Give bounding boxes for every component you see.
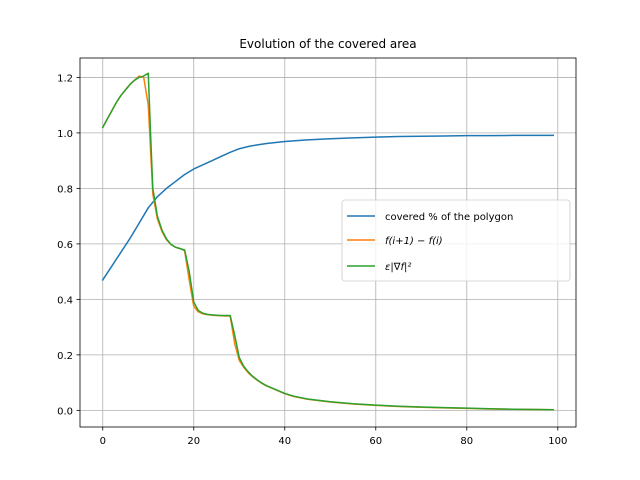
- y-tick-label: 0.6: [57, 240, 73, 251]
- x-tick-label: 20: [187, 436, 200, 447]
- plot-area-frame: [79, 57, 577, 428]
- y-tick-label: 1.0: [57, 129, 73, 140]
- legend: covered % of the polygon f(i+1) − f(i) ε|∇…: [341, 199, 571, 282]
- axis-ticks: 0 20 40 60 80 100 0.0 0.2 0.4 0.6 0.8 1.0 1.2: [57, 73, 567, 447]
- series-line-gradient-line: [101, 72, 555, 411]
- series-line-covered-area-line: [101, 134, 554, 281]
- chart-title: Evolution of the covered area: [239, 37, 416, 51]
- x-tick-label: 60: [369, 436, 382, 447]
- legend-entry-label: covered % of the polygon: [385, 212, 513, 223]
- y-tick-label: 1.2: [57, 73, 73, 84]
- x-tick-label: 80: [460, 436, 473, 447]
- y-tick-label: 0.4: [57, 295, 73, 306]
- legend-box: [341, 199, 571, 282]
- x-tick-label: 100: [548, 436, 567, 447]
- legend-entry-label: f(i+1) − f(i): [385, 236, 443, 247]
- x-tick-label: 40: [278, 436, 291, 447]
- y-tick-label: 0.8: [57, 184, 73, 195]
- series-lines: [101, 72, 555, 411]
- y-tick-label: 0.0: [57, 406, 73, 417]
- x-tick-label: 0: [100, 436, 106, 447]
- legend-entry-label: ε|∇f|²: [385, 262, 411, 273]
- y-tick-label: 0.2: [57, 351, 73, 362]
